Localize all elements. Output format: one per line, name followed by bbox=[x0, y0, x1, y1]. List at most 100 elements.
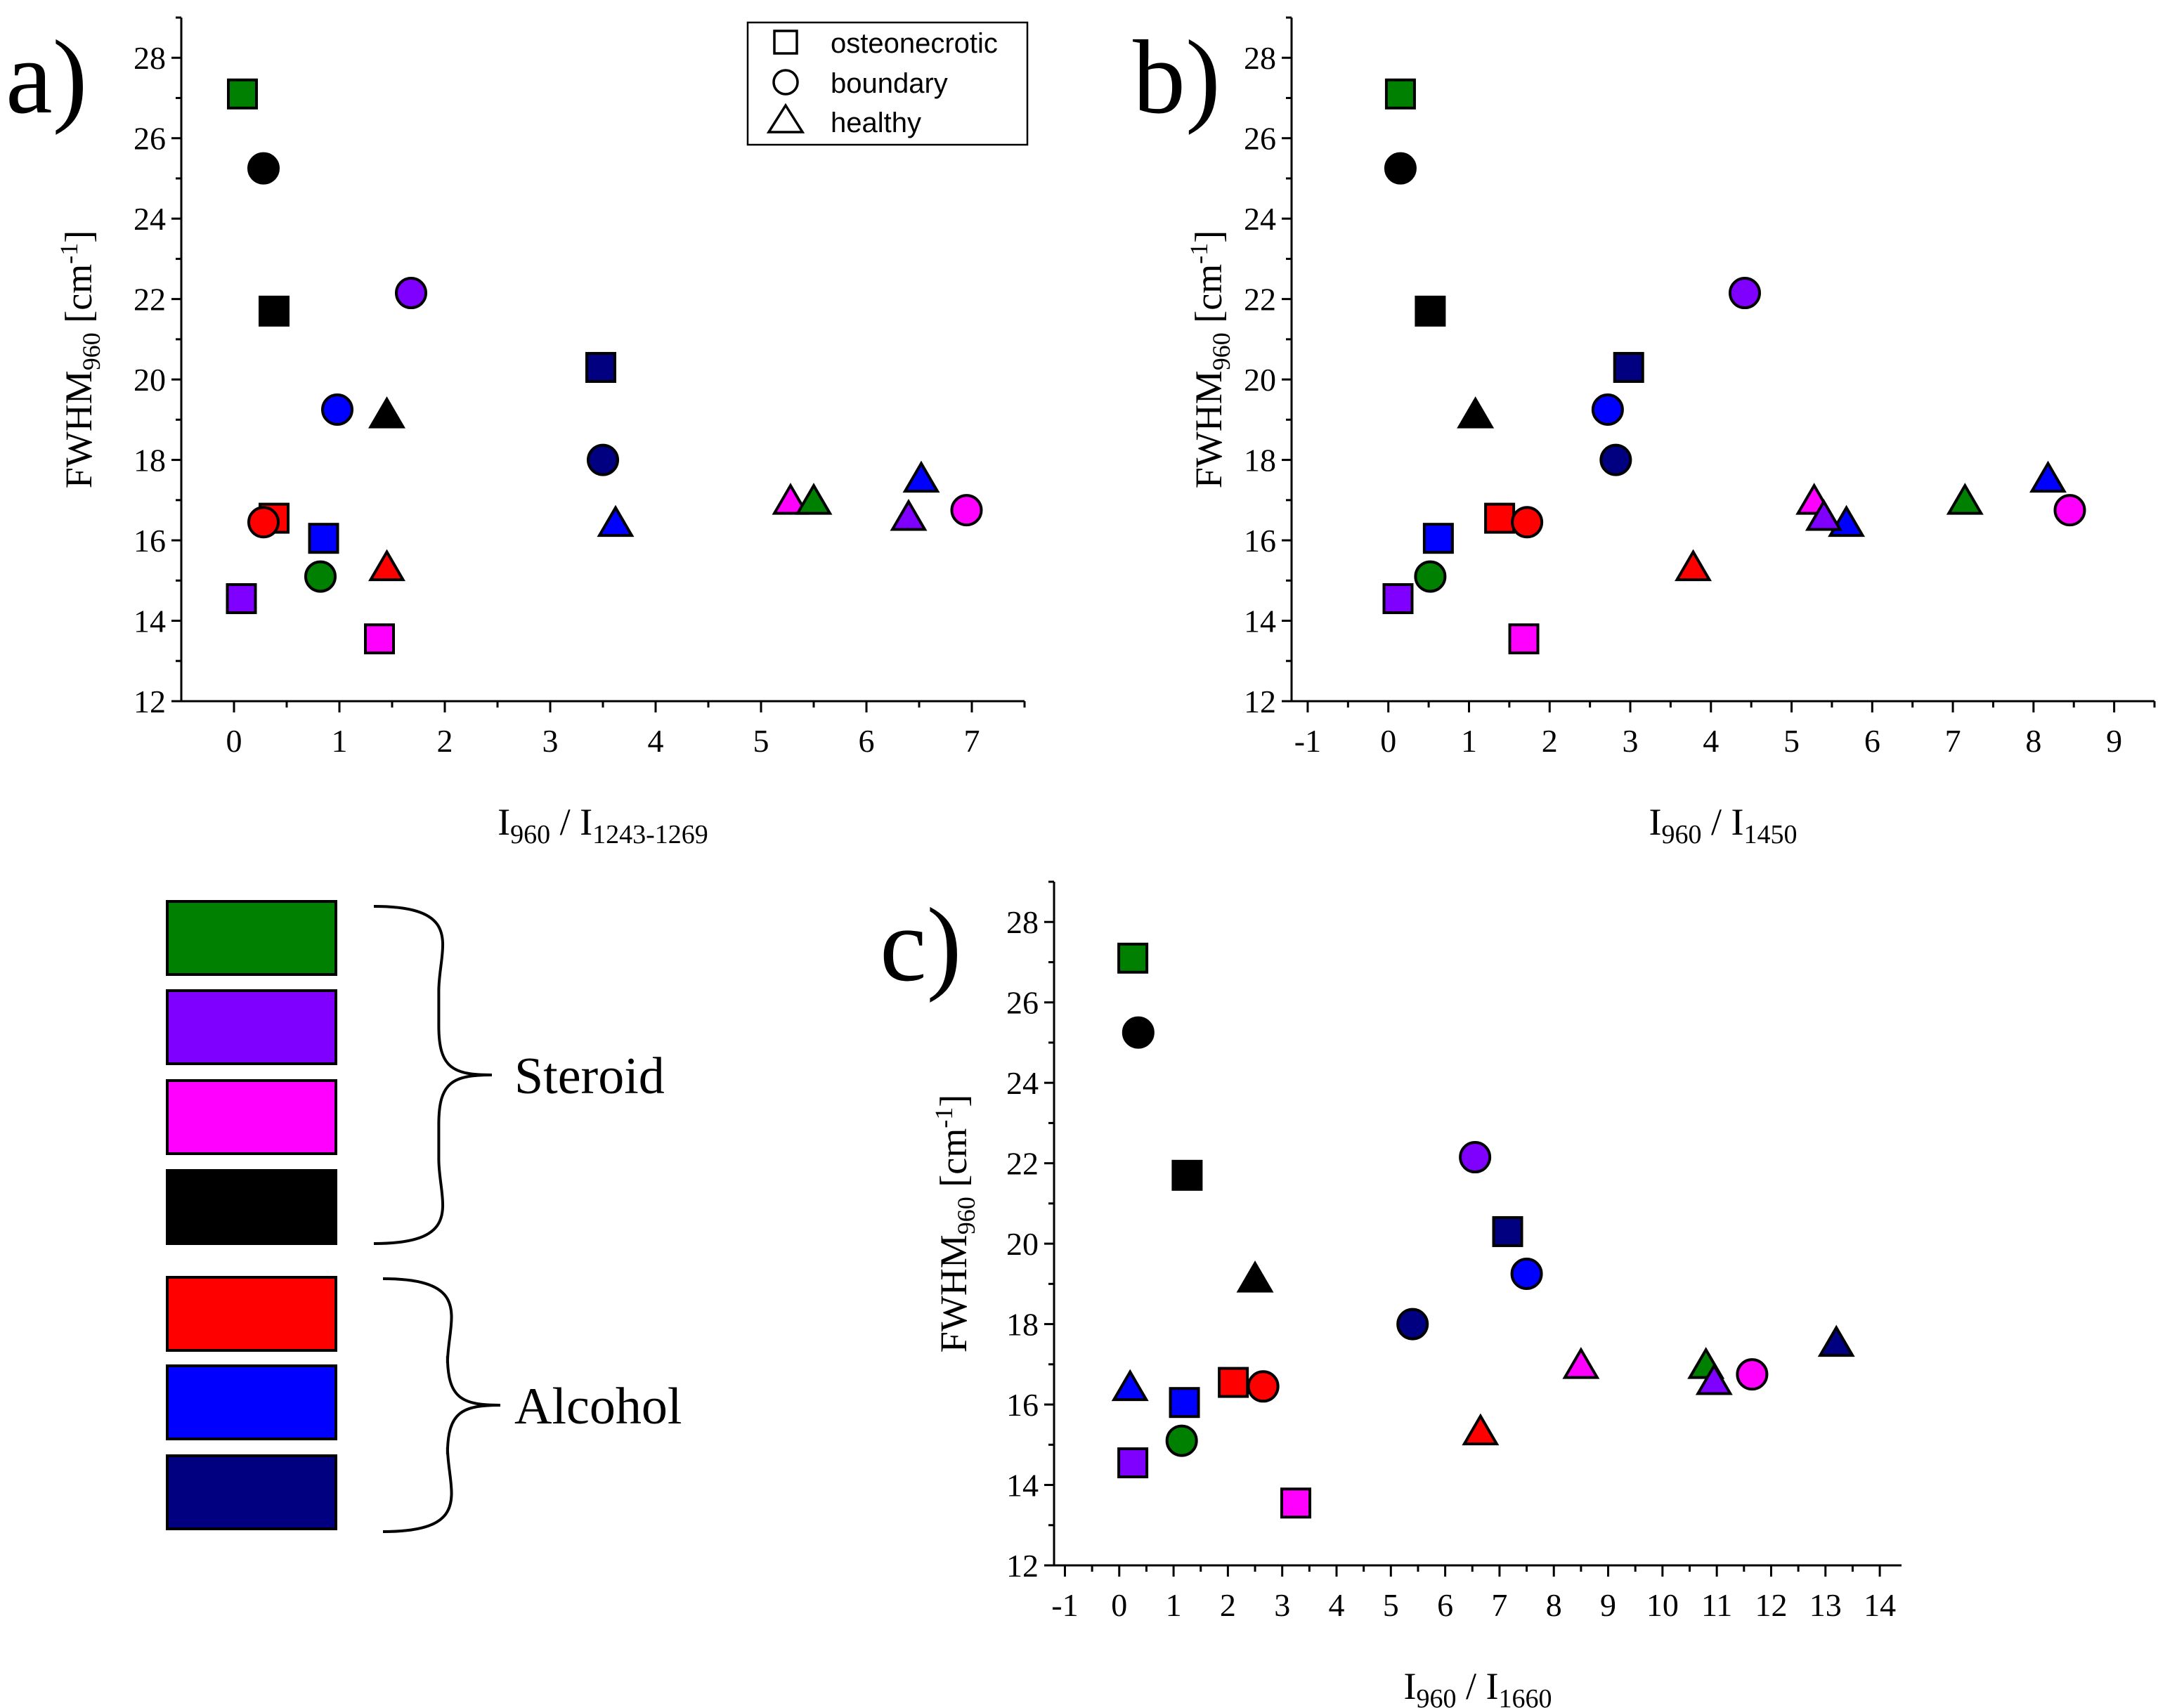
data-point-square-violet bbox=[226, 583, 257, 615]
y-tick-label: 24 bbox=[1244, 201, 1276, 237]
x-tick-label: 3 bbox=[542, 723, 559, 759]
x-tick-label: 6 bbox=[859, 723, 875, 759]
legend-circle-icon bbox=[772, 69, 799, 96]
y-axis-label: FWHM960 [cm-1] bbox=[55, 230, 105, 488]
data-point-square-red bbox=[1218, 1367, 1249, 1398]
x-tick-label: 13 bbox=[1809, 1587, 1842, 1623]
y-tick-label: 24 bbox=[1006, 1065, 1039, 1101]
x-tick-label: 14 bbox=[1864, 1587, 1896, 1623]
x-tick-label: 5 bbox=[753, 723, 769, 759]
x-tick-label: 8 bbox=[2025, 723, 2041, 759]
alcohol-brace bbox=[382, 1277, 501, 1533]
y-tick-label: 22 bbox=[1244, 282, 1276, 318]
x-tick-label: 5 bbox=[1383, 1587, 1399, 1623]
data-point-triangle-red bbox=[368, 549, 405, 582]
y-axis-label: FWHM960 [cm-1] bbox=[1185, 230, 1235, 488]
data-point-circle-red bbox=[1511, 506, 1544, 539]
x-tick-label: 7 bbox=[1945, 723, 1961, 759]
data-point-square-blue bbox=[308, 523, 339, 554]
data-point-square-magenta bbox=[1280, 1487, 1312, 1519]
y-tick-label: 12 bbox=[1006, 1548, 1039, 1584]
data-point-triangle-black bbox=[1457, 396, 1495, 429]
data-point-circle-blue bbox=[1510, 1258, 1543, 1291]
x-tick-label: 6 bbox=[1437, 1587, 1453, 1623]
x-tick-label: -1 bbox=[1294, 723, 1321, 759]
data-point-circle-green bbox=[1414, 560, 1447, 593]
data-point-square-green bbox=[227, 78, 258, 110]
data-point-square-violet bbox=[1117, 1447, 1149, 1479]
x-tick-label: 4 bbox=[648, 723, 664, 759]
y-tick-label: 18 bbox=[1244, 443, 1276, 478]
x-tick-label: 9 bbox=[1600, 1587, 1616, 1623]
data-point-circle-black bbox=[1384, 152, 1417, 185]
color-key: Steroid Alcohol bbox=[166, 900, 682, 1533]
x-tick-label: 1 bbox=[1461, 723, 1477, 759]
data-point-circle-magenta bbox=[2053, 494, 2086, 527]
y-tick-label: 20 bbox=[1006, 1226, 1039, 1262]
data-point-triangle-magenta bbox=[1562, 1347, 1600, 1379]
y-tick-label: 14 bbox=[134, 604, 166, 639]
color-swatch-violet bbox=[166, 989, 337, 1065]
data-point-circle-blue bbox=[1591, 393, 1624, 426]
data-point-square-navy bbox=[1613, 351, 1644, 383]
data-point-triangle-green bbox=[795, 483, 833, 515]
y-tick-label: 28 bbox=[1244, 40, 1276, 76]
panel-letter: b) bbox=[1133, 19, 1221, 136]
x-axis-label: I960 / I1243-1269 bbox=[498, 801, 708, 849]
color-swatch-black bbox=[166, 1169, 337, 1245]
data-point-triangle-red bbox=[1675, 549, 1712, 582]
legend-label-boundary: boundary bbox=[831, 68, 948, 99]
data-point-triangle-green bbox=[1946, 483, 1984, 515]
data-point-triangle-blue bbox=[2029, 460, 2067, 493]
data-point-circle-navy bbox=[1599, 443, 1632, 476]
data-point-triangle-violet bbox=[1695, 1363, 1733, 1395]
data-point-triangle-red bbox=[1462, 1413, 1500, 1446]
x-tick-label: 1 bbox=[332, 723, 348, 759]
y-tick-label: 24 bbox=[134, 201, 166, 237]
data-point-triangle-magenta bbox=[772, 483, 810, 515]
y-tick-label: 12 bbox=[1244, 684, 1276, 719]
data-point-square-blue bbox=[1422, 523, 1454, 554]
x-tick-label: 8 bbox=[1546, 1587, 1562, 1623]
data-point-triangle-black bbox=[1236, 1260, 1274, 1293]
x-tick-label: -1 bbox=[1051, 1587, 1078, 1623]
y-tick-label: 22 bbox=[134, 282, 166, 318]
x-tick-label: 2 bbox=[1542, 723, 1558, 759]
steroid-brace bbox=[373, 905, 493, 1245]
y-tick-label: 26 bbox=[1244, 121, 1276, 157]
legend-label-healthy: healthy bbox=[831, 107, 921, 138]
group-label-steroid: Steroid bbox=[514, 1048, 665, 1105]
x-tick-label: 2 bbox=[437, 723, 453, 759]
data-point-circle-black bbox=[1122, 1016, 1155, 1049]
y-tick-label: 22 bbox=[1006, 1146, 1039, 1182]
color-swatch-green bbox=[166, 900, 337, 976]
y-tick-label: 16 bbox=[1244, 523, 1276, 559]
data-point-square-green bbox=[1117, 942, 1149, 974]
data-point-circle-red bbox=[1247, 1370, 1280, 1403]
data-point-square-red bbox=[1484, 502, 1516, 534]
data-point-triangle-navy bbox=[1817, 1324, 1855, 1357]
data-point-circle-violet bbox=[1459, 1141, 1492, 1174]
group-label-alcohol: Alcohol bbox=[514, 1378, 682, 1435]
data-point-circle-green bbox=[304, 560, 337, 593]
panel-letter: a) bbox=[6, 19, 88, 136]
x-tick-label: 6 bbox=[1864, 723, 1880, 759]
color-swatch-blue bbox=[166, 1364, 337, 1440]
x-tick-label: 9 bbox=[2106, 723, 2122, 759]
y-tick-label: 16 bbox=[1006, 1387, 1039, 1423]
data-point-square-magenta bbox=[1508, 623, 1540, 655]
data-point-circle-navy bbox=[587, 443, 619, 476]
data-point-square-green bbox=[1384, 78, 1416, 110]
data-point-square-violet bbox=[1382, 583, 1414, 615]
y-tick-label: 14 bbox=[1006, 1468, 1039, 1504]
data-point-circle-red bbox=[247, 506, 280, 539]
data-point-square-black bbox=[1415, 295, 1446, 327]
x-tick-label: 7 bbox=[964, 723, 980, 759]
data-point-triangle-blue bbox=[1111, 1369, 1149, 1402]
x-tick-label: 0 bbox=[1380, 723, 1396, 759]
data-point-square-blue bbox=[1169, 1387, 1200, 1419]
